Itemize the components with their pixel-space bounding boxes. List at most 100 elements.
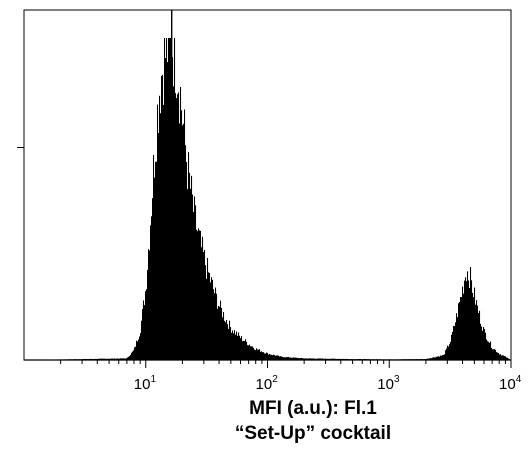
histogram-bin [247, 345, 249, 360]
histogram-bin [437, 356, 439, 360]
histogram-bin [454, 326, 456, 360]
histogram-bin [450, 341, 452, 360]
histogram-bin [139, 336, 141, 360]
histogram-bin [275, 355, 277, 360]
histogram-bin [326, 358, 328, 360]
histogram-bin [455, 322, 457, 360]
histogram-bin [159, 95, 161, 361]
histogram-bin [175, 93, 177, 361]
histogram-bin [486, 339, 488, 360]
histogram-bin [129, 356, 131, 360]
histogram-bin [299, 358, 301, 360]
histogram-bin [193, 211, 195, 360]
histogram-bin [146, 289, 148, 360]
histogram-bin [169, 38, 171, 360]
histogram-bin [294, 357, 296, 360]
histogram-bin [296, 357, 298, 360]
histogram-bin [183, 123, 185, 360]
histogram-bin [327, 358, 329, 360]
histogram-bin [196, 229, 198, 360]
histogram-bin [481, 326, 483, 360]
histogram-bin [434, 357, 436, 360]
histogram-bin [440, 355, 442, 360]
histogram-bin [207, 257, 209, 360]
histogram-bin [323, 358, 325, 360]
histogram-bin [239, 335, 241, 360]
histogram-bin [483, 327, 485, 360]
histogram-bin [309, 358, 311, 360]
histogram-bin [194, 196, 196, 360]
histogram-bin [456, 313, 458, 360]
histogram-bin [453, 325, 455, 360]
histogram-bin [502, 355, 504, 360]
histogram-bin [103, 358, 105, 360]
histogram-bin [318, 358, 320, 360]
histogram-bin [312, 358, 314, 360]
histogram-bin [142, 308, 144, 360]
histogram-bin [238, 332, 240, 360]
histogram-bin [117, 358, 119, 360]
histogram-bin [292, 357, 294, 360]
histogram-bin [505, 356, 507, 360]
histogram-bin [317, 358, 319, 360]
histogram-bin [195, 205, 197, 360]
histogram-bin [219, 306, 221, 360]
histogram-bin [311, 358, 313, 360]
histogram-bin [262, 352, 264, 360]
histogram-bin [289, 357, 291, 360]
histogram-bin [506, 357, 508, 360]
histogram-bin [253, 347, 255, 360]
histogram-bin [321, 358, 323, 360]
histogram-bin [201, 247, 203, 360]
histogram-bin [218, 305, 220, 360]
histogram-bin [270, 354, 272, 360]
tick-base: 10 [377, 376, 394, 393]
histogram-bin [489, 343, 491, 360]
histogram-bin [304, 358, 306, 360]
histogram-bin [446, 348, 448, 360]
histogram-bin [166, 38, 168, 360]
histogram-bin [141, 320, 143, 360]
histogram-bin [290, 357, 292, 360]
histogram-bin [184, 109, 186, 360]
histogram-bin [99, 358, 101, 360]
histogram-bin [124, 358, 126, 360]
histogram-bin [306, 358, 308, 360]
x-tick-label: 103 [377, 374, 400, 393]
histogram-bin [161, 75, 163, 360]
histogram-bin [153, 155, 155, 360]
histogram-bin [197, 231, 199, 360]
histogram-bin [155, 161, 157, 360]
histogram-bin [431, 358, 433, 360]
histogram-bin [466, 281, 468, 360]
histogram-bin [156, 161, 158, 360]
histogram-bin [105, 358, 107, 360]
histogram-bin [171, 10, 173, 360]
histogram-bin [190, 188, 192, 360]
histogram-bin [269, 353, 271, 360]
histogram-bin [487, 341, 489, 360]
histogram-bin [128, 356, 130, 360]
histogram-bin [173, 86, 175, 360]
histogram-bin [507, 357, 509, 360]
histogram-bin [494, 349, 496, 360]
tick-exponent: 1 [150, 374, 156, 385]
histogram-bin [113, 358, 115, 360]
histogram-bin [109, 358, 111, 360]
histogram-bin [157, 104, 159, 361]
histogram-bin [439, 356, 441, 360]
histogram-bin [230, 327, 232, 360]
histogram-bin [447, 345, 449, 360]
histogram-bin [488, 341, 490, 360]
histogram-bin [110, 358, 112, 360]
histogram-bin [98, 358, 100, 360]
histogram-bin [504, 356, 506, 360]
histogram-bin [115, 358, 117, 360]
plot-area-frame [23, 9, 512, 361]
histogram-bin [176, 98, 178, 361]
histogram-bin [205, 265, 207, 360]
histogram-bin [477, 305, 479, 360]
histogram-bin [179, 123, 181, 360]
histogram-bin [258, 349, 260, 360]
histogram-bin [452, 331, 454, 360]
